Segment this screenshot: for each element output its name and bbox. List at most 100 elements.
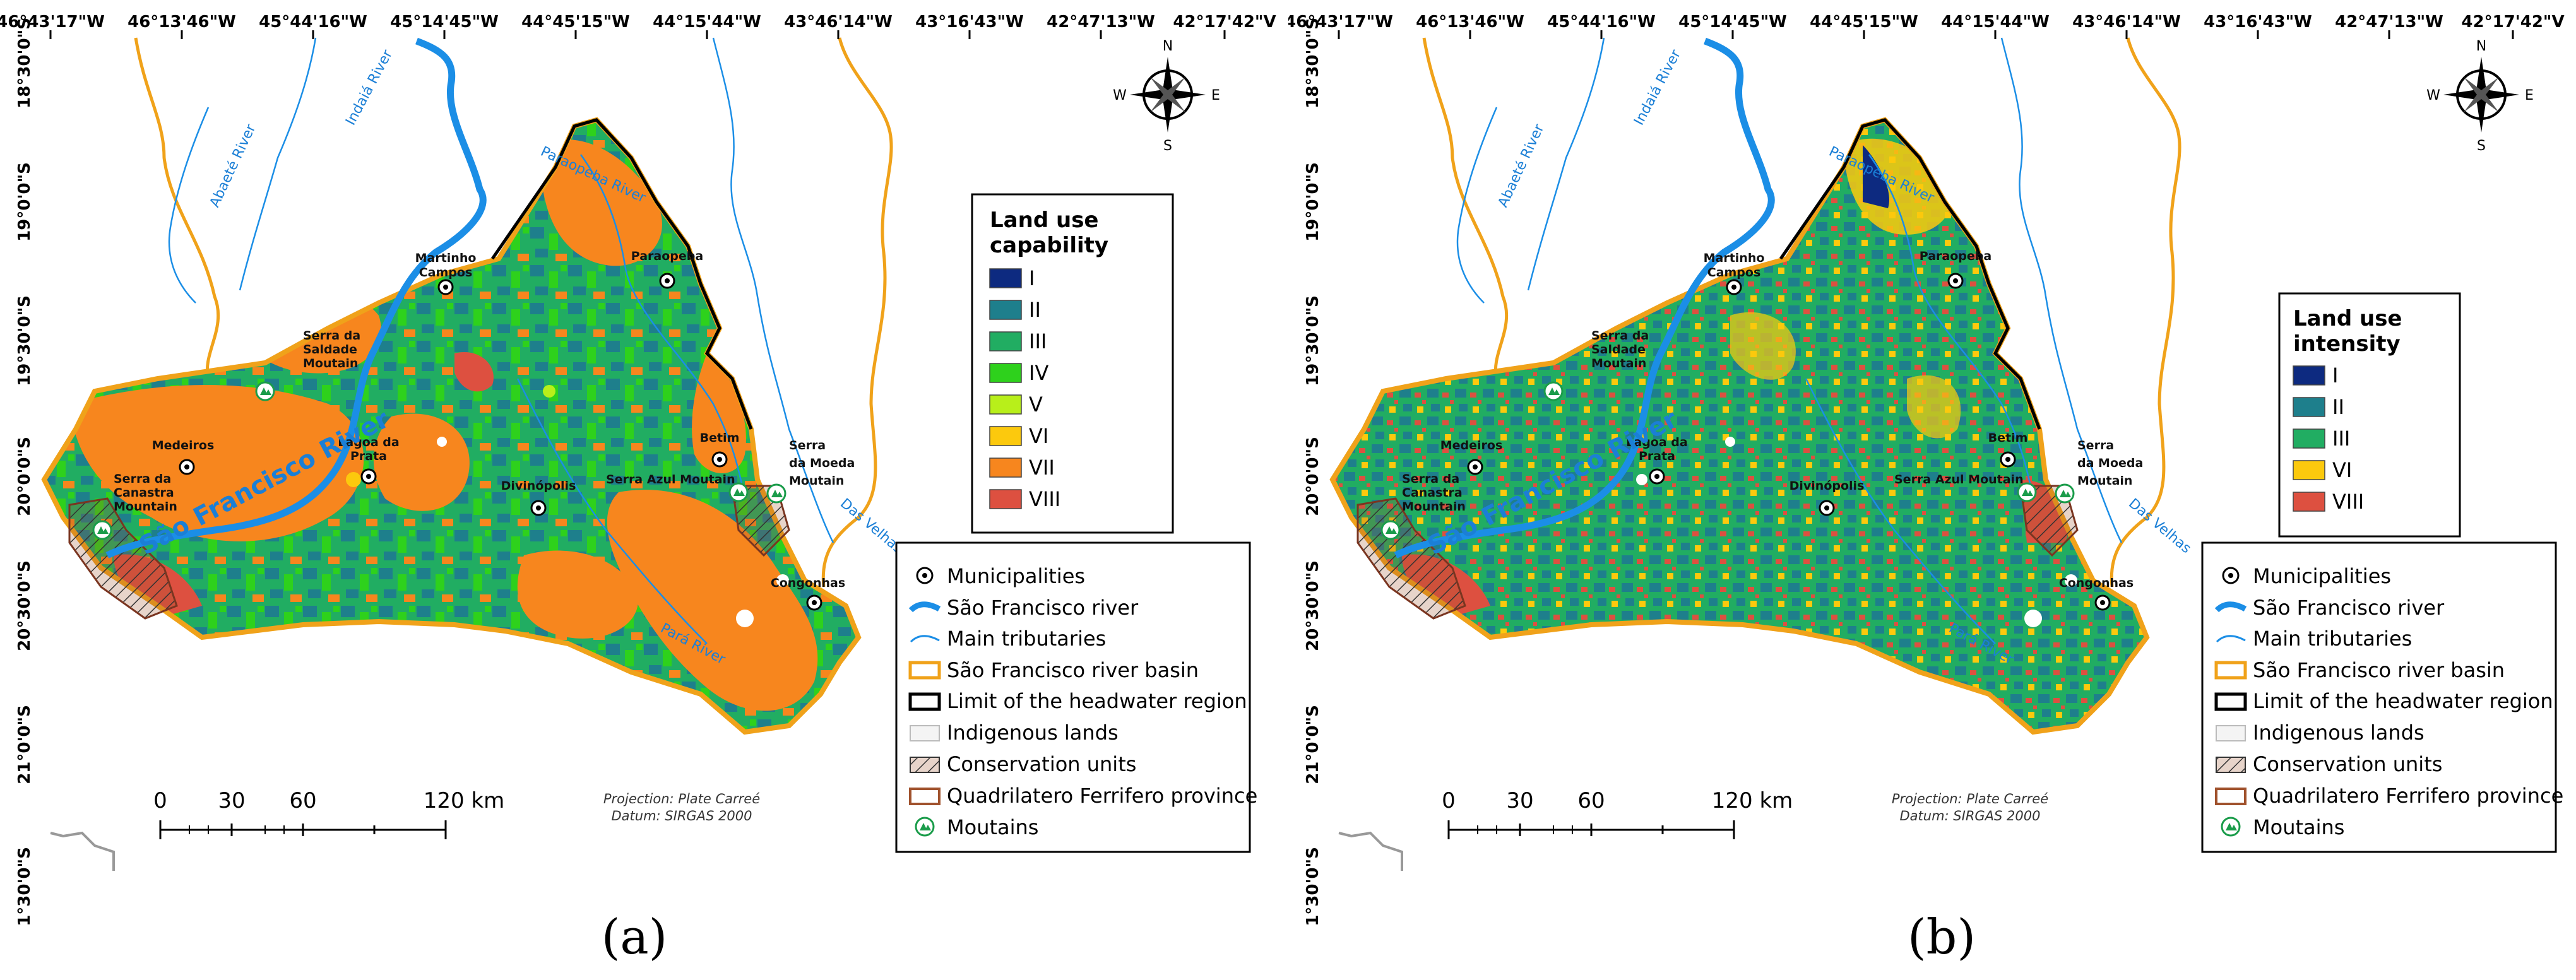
legend-row-indigenous: Indigenous lands <box>910 721 1119 745</box>
compass-s: S <box>2477 138 2486 154</box>
label-abaete-river: Abaeté River <box>207 121 259 210</box>
lon-tick-label: 46°13'46"W <box>1416 13 1524 32</box>
legend-row-indigenous: Indigenous lands <box>2216 721 2425 745</box>
municipality-marker <box>1819 500 1835 516</box>
legend-label: Conservation units <box>2253 752 2442 776</box>
indaia-river <box>239 37 317 291</box>
compass-e: E <box>2525 88 2534 103</box>
legend-class-label: VI <box>1029 424 1048 448</box>
abaete-river <box>168 107 210 304</box>
place-serra-canastra: Serra da <box>1402 472 1459 486</box>
legend-label: São Francisco river basin <box>2253 658 2505 682</box>
lon-tick-label: 45°44'16"W <box>1547 13 1656 32</box>
mountain-icon <box>2017 482 2037 502</box>
legend-row-conservation: Conservation units <box>910 752 1136 776</box>
place-martinho-campos-2: Campos <box>419 266 473 280</box>
lon-tick-label: 43°16'43"W <box>2204 13 2312 32</box>
lon-tick-label: 42°47'13"W <box>2335 13 2443 32</box>
legend-row-basin: São Francisco river basin <box>908 658 1199 682</box>
legend-class-row: VII <box>989 456 1055 480</box>
sao-francisco-river <box>105 37 487 558</box>
map-panel-b: 46°43'17"W 46°13'46"W 45°44'16"W 45°14'4… <box>1288 0 2576 980</box>
legend-label: Municipalities <box>2253 564 2391 588</box>
datum-text: Datum: SIRGAS 2000 <box>612 808 752 824</box>
legend-row-tributaries: Main tributaries <box>2216 627 2412 651</box>
lon-tick: 44°45'15"W <box>521 13 630 39</box>
place-serra-canastra-2: Canastra <box>114 486 174 500</box>
legend-label: Quadrilatero Ferrifero province <box>2253 784 2563 808</box>
compass-n: N <box>1163 38 1173 54</box>
lon-tick: 42°47'13"W <box>2335 13 2443 39</box>
paraopeba-river <box>1868 154 2034 499</box>
lat-tick-label: 18°30'0"S <box>15 18 34 109</box>
lon-tick: 42°17'42"V <box>2461 13 2565 39</box>
outer-coast-fragment <box>50 831 115 871</box>
headwater-limit <box>1779 118 2041 430</box>
feature-legend: Municipalities São Francisco river Main … <box>895 541 1257 853</box>
compass-n: N <box>2476 38 2486 54</box>
lon-tick-label: 42°17'42"V <box>2461 13 2564 32</box>
scale-label: 30 <box>1506 788 1533 813</box>
label-indaia-river: Indaiá River <box>343 47 396 128</box>
longitude-ticks: 46°43'17"W 46°13'46"W 45°44'16"W 45°14'4… <box>1288 13 2565 39</box>
legend-class-row: IV <box>989 361 1048 385</box>
scale-label: 60 <box>289 788 316 813</box>
quadrilatero-ferrifero <box>2019 485 2079 557</box>
scale-label: 0 <box>1442 788 1456 813</box>
lon-tick: 45°44'16"W <box>259 13 367 39</box>
das-velhas-river <box>2000 37 2123 543</box>
legend-class-label: I <box>1029 266 1035 290</box>
legend-class-label: III <box>2332 427 2350 451</box>
lon-tick: 42°47'13"W <box>1047 13 1155 39</box>
lat-tick-label: 21°0'0"S <box>1303 705 1322 784</box>
basin-outline <box>1329 117 2150 735</box>
legend-title-2: intensity <box>2293 331 2401 357</box>
lon-tick-label: 43°46'14"W <box>2072 13 2181 32</box>
place-serra-azul: Serra Azul Moutain <box>1894 473 2024 487</box>
legend-title: Land use <box>2293 306 2402 331</box>
compass-w: W <box>1113 88 1127 103</box>
lat-tick-label: 20°30'0"S <box>15 560 34 651</box>
place-serra-saudade-2: Saldade <box>1591 343 1646 357</box>
place-serra-moeda-2: da Moeda <box>789 456 855 470</box>
place-serra-moeda-2: da Moeda <box>2077 456 2143 470</box>
latitude-ticks: 18°30'0"S 19°0'0"S 19°30'0"S 20°0'0"S 20… <box>1303 18 1322 926</box>
scale-label: 0 <box>153 788 167 813</box>
legend-class-row: I <box>2293 363 2338 387</box>
scale-label: 30 <box>218 788 245 813</box>
legend-class-row: I <box>989 266 1035 290</box>
lon-tick: 43°46'14"W <box>2072 13 2181 39</box>
place-congonhas: Congonhas <box>771 576 845 590</box>
legend-class-row: III <box>2293 427 2350 451</box>
place-congonhas: Congonhas <box>2059 576 2134 590</box>
legend-label: Conservation units <box>947 752 1136 776</box>
lon-tick-label: 44°45'15"W <box>521 13 630 32</box>
lon-tick-label: 43°16'43"W <box>915 13 1024 32</box>
legend-class-label: V <box>1029 393 1043 416</box>
place-serra-canastra-3: Mountain <box>114 500 177 514</box>
place-serra-canastra-3: Mountain <box>1402 500 1466 514</box>
compass-e: E <box>1211 88 1220 103</box>
legend-row-main-river: São Francisco river <box>908 596 1139 620</box>
legend-label: Moutains <box>947 815 1038 839</box>
legend-label: Main tributaries <box>947 627 1106 651</box>
legend-class-row: VI <box>2293 458 2352 482</box>
mountain-icon <box>2221 817 2241 837</box>
legend-class-label: II <box>1029 298 1041 322</box>
legend-row-tributaries: Main tributaries <box>910 627 1106 651</box>
legend-label: Main tributaries <box>2253 627 2412 651</box>
label-indaia-river: Indaiá River <box>1631 47 1684 128</box>
place-betim: Betim <box>700 431 740 445</box>
feature-legend: Municipalities São Francisco river Main … <box>2201 541 2563 853</box>
capability-legend: Land use capability I II III IV V VI VII… <box>971 193 1174 534</box>
legend-label: São Francisco river <box>947 596 1139 620</box>
legend-title-2: capability <box>990 233 1108 258</box>
das-velhas-river <box>712 37 834 543</box>
legend-row-headwater: Limit of the headwater region <box>908 689 1247 713</box>
place-martinho-campos-2: Campos <box>1707 266 1761 280</box>
basin-boundary-east <box>821 37 893 587</box>
headwater-limit <box>490 118 753 430</box>
lat-tick-label: 20°30'0"S <box>1303 560 1322 651</box>
lon-tick: 43°16'43"W <box>915 13 1024 39</box>
lon-tick: 46°13'46"W <box>128 13 236 39</box>
